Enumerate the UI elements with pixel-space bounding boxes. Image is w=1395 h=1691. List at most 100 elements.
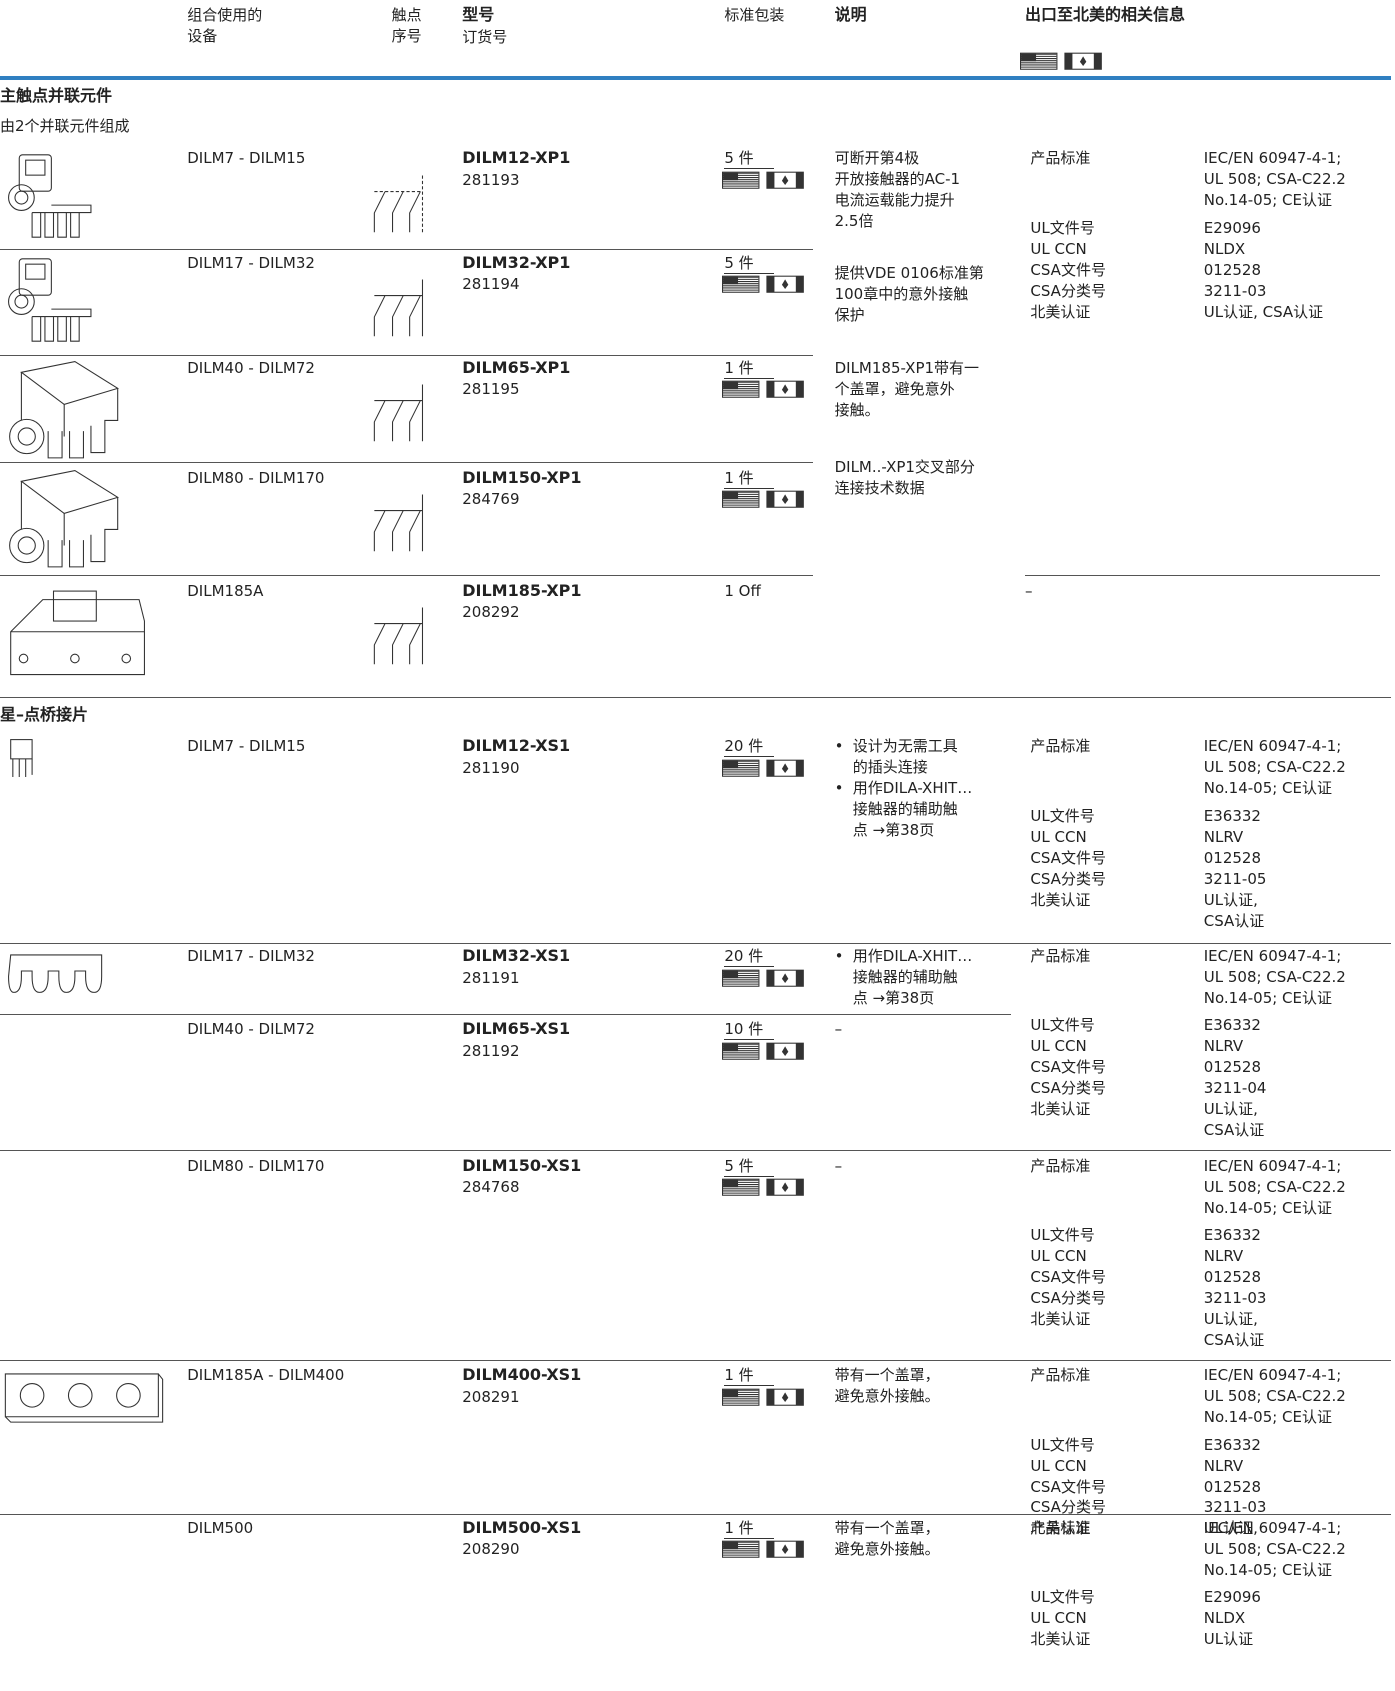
cert-value: IEC/EN 60947-4-1; bbox=[1203, 947, 1342, 965]
device-range: DILM185A bbox=[187, 581, 264, 600]
device-range: DILM7 - DILM15 bbox=[187, 149, 306, 168]
cert-label: CSA文件号 bbox=[1030, 260, 1106, 279]
column-header: 触点 bbox=[391, 6, 422, 25]
cert-value: E36332 bbox=[1203, 806, 1261, 825]
rule bbox=[0, 354, 814, 356]
flags bbox=[722, 759, 805, 777]
cert-value: E29096 bbox=[1203, 1588, 1261, 1607]
cert-label: 产品标准 bbox=[1030, 1156, 1091, 1175]
type-code: DILM12-XP1 bbox=[462, 148, 571, 168]
cert-value: UL 508; CSA-C22.2 bbox=[1203, 1539, 1346, 1558]
order-number: 208291 bbox=[462, 1387, 520, 1406]
rule bbox=[0, 1013, 1012, 1015]
cert-value: NLRV bbox=[1203, 1246, 1244, 1265]
cert-value: 3211-05 bbox=[1203, 869, 1267, 888]
cert-value: UL认证 bbox=[1203, 1630, 1254, 1649]
column-header: 出口至北美的相关信息 bbox=[1025, 5, 1186, 25]
section-subtitle: 由2个并联元件组成 bbox=[0, 117, 130, 136]
product-image: undefined bbox=[0, 1017, 166, 1125]
rule bbox=[0, 462, 814, 464]
cert-value: NLRV bbox=[1203, 827, 1244, 846]
cert-value: 012528 bbox=[1203, 260, 1262, 279]
cert-label: CSA文件号 bbox=[1030, 1267, 1106, 1286]
rule bbox=[0, 1150, 1391, 1152]
cert-value: E36332 bbox=[1203, 1435, 1261, 1454]
device-range: DILM500 bbox=[187, 1518, 254, 1537]
column-header: 设备 bbox=[187, 27, 218, 46]
cert-label: 北美认证 bbox=[1030, 1309, 1091, 1328]
type-code: DILM32-XP1 bbox=[462, 252, 571, 272]
cert-value: CSA认证 bbox=[1203, 1121, 1265, 1140]
cert-label: 产品标准 bbox=[1030, 947, 1091, 965]
bullet: • bbox=[834, 779, 844, 798]
cert-label: UL文件号 bbox=[1030, 806, 1095, 825]
cert-value: 3211-03 bbox=[1203, 281, 1267, 300]
order-number: 208292 bbox=[462, 603, 520, 621]
cert-label: 北美认证 bbox=[1030, 302, 1091, 321]
description-item: 点 →第38页 bbox=[852, 821, 935, 840]
product-image bbox=[10, 590, 145, 676]
contact-symbol bbox=[373, 607, 424, 665]
product-image bbox=[9, 360, 119, 459]
cert-value: No.14-05; CE认证 bbox=[1203, 988, 1333, 1007]
cert-label: 产品标准 bbox=[1030, 1366, 1091, 1385]
rule bbox=[0, 76, 1391, 81]
description: 带有一个盖罩， bbox=[834, 1366, 940, 1385]
cert-value: 3211-03 bbox=[1203, 1498, 1267, 1517]
package-qty: 5 件 bbox=[724, 253, 774, 274]
product-image bbox=[8, 954, 103, 993]
cert-label: UL文件号 bbox=[1030, 1016, 1095, 1035]
description-item: 接触器的辅助触 bbox=[852, 967, 958, 986]
cert-label: 北美认证 bbox=[1030, 1519, 1091, 1538]
package-qty: 5 件 bbox=[724, 1156, 774, 1177]
cert-label: CSA分类号 bbox=[1030, 869, 1106, 888]
contact-symbol bbox=[373, 384, 424, 442]
cert-label: UL CCN bbox=[1030, 239, 1087, 258]
cert-label: UL CCN bbox=[1030, 1456, 1087, 1475]
cert-label: 产品标准 bbox=[1030, 149, 1091, 168]
contact-symbol bbox=[373, 279, 424, 337]
cert-value: UL认证, CSA认证 bbox=[1203, 302, 1324, 321]
order-number: 281195 bbox=[462, 380, 520, 399]
cert-value: CSA认证 bbox=[1203, 911, 1265, 930]
type-code: DILM185-XP1 bbox=[462, 580, 582, 600]
cert-value: E29096 bbox=[1203, 218, 1261, 237]
rule bbox=[0, 249, 814, 251]
description-item: 用作DILA-XHIT… bbox=[852, 779, 973, 798]
cert-label: CSA分类号 bbox=[1030, 281, 1106, 300]
package-qty: 10 件 bbox=[724, 1019, 774, 1041]
description: 电流运载能力提升 bbox=[834, 191, 955, 210]
description: 可断开第4极 bbox=[834, 149, 920, 168]
description: 接触。 bbox=[834, 400, 880, 419]
description: 带有一个盖罩， bbox=[834, 1518, 940, 1537]
cert-value: NLRV bbox=[1203, 1456, 1244, 1475]
type-code: DILM500-XS1 bbox=[462, 1517, 582, 1537]
cert-value: No.14-05; CE认证 bbox=[1203, 191, 1333, 210]
cert-label: UL CCN bbox=[1030, 1609, 1087, 1628]
rule bbox=[0, 1359, 1391, 1361]
description-item: 设计为无需工具 bbox=[852, 737, 958, 756]
product-image: undefined bbox=[0, 1516, 166, 1624]
description: 连接技术数据 bbox=[834, 478, 925, 497]
product-image bbox=[10, 739, 33, 778]
device-range: DILM17 - DILM32 bbox=[187, 253, 315, 272]
cert-label: CSA分类号 bbox=[1030, 1498, 1106, 1517]
column-header: 组合使用的 bbox=[187, 6, 263, 25]
cert-value: 3211-04 bbox=[1203, 1079, 1267, 1098]
rule bbox=[1025, 575, 1381, 577]
product-image bbox=[4, 1373, 164, 1423]
package-qty: 1 件 bbox=[724, 1365, 774, 1387]
order-number: 281194 bbox=[462, 275, 520, 294]
package-qty: 1 Off bbox=[724, 581, 761, 600]
column-header: 标准包装 bbox=[724, 6, 785, 25]
device-range: DILM185A - DILM400 bbox=[187, 1366, 345, 1385]
cert-value: UL 508; CSA-C22.2 bbox=[1203, 170, 1346, 189]
flags bbox=[722, 171, 805, 189]
package-qty: 20 件 bbox=[724, 946, 774, 967]
cert-value: E36332 bbox=[1203, 1225, 1261, 1244]
package-qty: 1 件 bbox=[724, 358, 774, 379]
flags bbox=[1019, 52, 1102, 70]
cert-value: IEC/EN 60947-4-1; bbox=[1203, 1518, 1342, 1537]
cert-value: 012528 bbox=[1203, 848, 1262, 867]
